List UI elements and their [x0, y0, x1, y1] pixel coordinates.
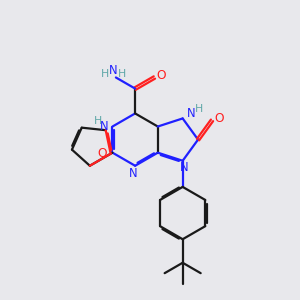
Text: H: H: [118, 69, 127, 79]
Text: N: N: [187, 107, 195, 121]
Text: N: N: [109, 64, 117, 77]
Text: H: H: [94, 116, 102, 126]
Text: O: O: [97, 147, 106, 160]
Text: H: H: [100, 69, 109, 79]
Text: O: O: [156, 70, 166, 83]
Text: N: N: [180, 161, 188, 174]
Text: H: H: [195, 104, 203, 114]
Text: N: N: [129, 167, 138, 180]
Text: N: N: [100, 120, 109, 133]
Text: O: O: [214, 112, 224, 125]
